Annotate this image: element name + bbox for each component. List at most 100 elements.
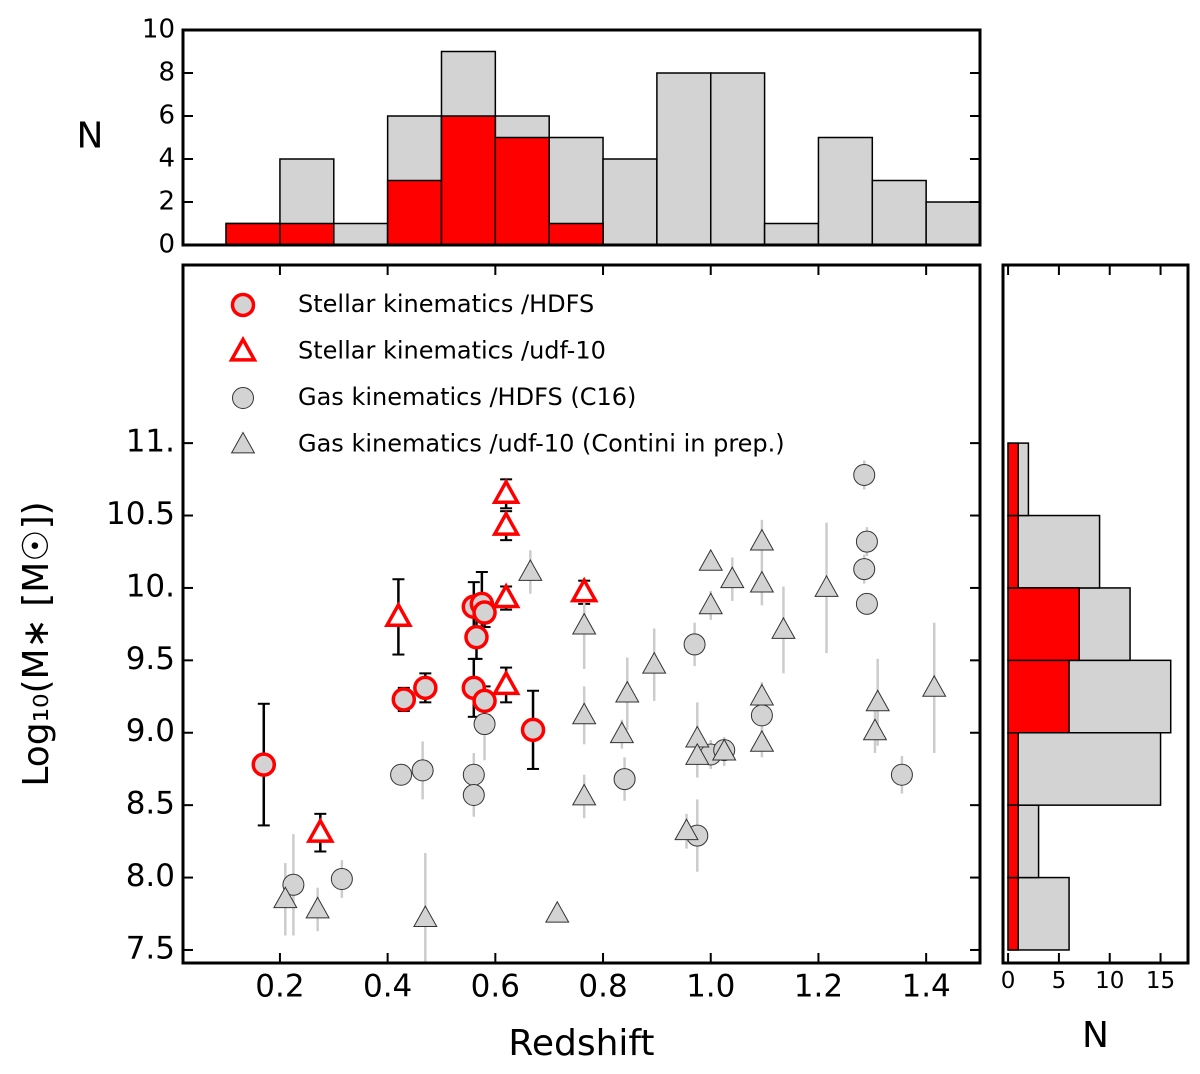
point xyxy=(865,689,890,712)
point xyxy=(853,463,876,486)
x-tick-label: 1.4 xyxy=(901,968,950,1004)
hist-bar xyxy=(548,222,604,245)
point xyxy=(853,558,876,581)
point xyxy=(391,687,417,712)
hist-bar xyxy=(386,179,443,245)
point xyxy=(282,873,305,896)
point xyxy=(520,717,546,743)
point xyxy=(771,616,796,639)
x-tick-label: 1.0 xyxy=(686,968,735,1004)
point xyxy=(571,612,597,635)
hist-bar xyxy=(225,222,281,245)
point xyxy=(814,574,839,597)
y-axis-label: Log₁₀(M∗ [M☉]) xyxy=(16,501,57,786)
point xyxy=(491,510,521,536)
point xyxy=(749,729,775,752)
x-axis-label: Redshift xyxy=(508,1023,654,1064)
hist-bar xyxy=(279,222,335,245)
legend-marker xyxy=(232,387,254,409)
hist-bar xyxy=(1007,659,1070,734)
y-tick-label: 7.5 xyxy=(126,930,175,966)
hist-bar xyxy=(1007,804,1019,879)
point xyxy=(855,530,878,553)
legend-label: Stellar kinematics /HDFS xyxy=(298,290,594,318)
point xyxy=(473,713,496,736)
point xyxy=(674,818,699,841)
point xyxy=(749,570,775,593)
point xyxy=(613,768,636,791)
legend-marker xyxy=(230,431,256,454)
hist-bar xyxy=(1007,587,1080,662)
x-tick-label: 0.8 xyxy=(578,968,627,1004)
plot-area xyxy=(251,460,947,963)
y-tick-label: 8.5 xyxy=(126,786,175,822)
y-tick-label: 11. xyxy=(126,424,175,460)
y-tick-label: 10. xyxy=(126,568,175,604)
y-tick-label: 10.5 xyxy=(106,496,175,532)
x-tick-label: 0.6 xyxy=(471,968,520,1004)
point xyxy=(720,566,745,589)
hist-bar xyxy=(1007,876,1019,951)
x-tick-label: 15 xyxy=(1146,968,1175,994)
x-tick-label: 10 xyxy=(1095,968,1124,994)
point xyxy=(464,624,489,650)
hist-bar xyxy=(1007,442,1019,517)
point xyxy=(750,704,773,727)
hist-bar xyxy=(602,158,658,245)
point xyxy=(862,718,888,741)
legend-label: Stellar kinematics /udf-10 xyxy=(298,337,606,365)
x-axis-label: N xyxy=(1082,1015,1109,1056)
point xyxy=(518,558,543,581)
x-tick-label: 0.2 xyxy=(255,968,304,1004)
point xyxy=(305,896,330,919)
x-tick-label: 0 xyxy=(1001,968,1016,994)
legend-label: Gas kinematics /HDFS (C16) xyxy=(298,383,636,411)
point xyxy=(491,669,521,696)
hist-bar xyxy=(1007,514,1101,589)
point xyxy=(413,675,438,701)
hist-bar xyxy=(871,179,927,245)
y-tick-label: 4 xyxy=(158,144,175,174)
point xyxy=(571,702,597,725)
point xyxy=(384,601,413,628)
axes-frame xyxy=(181,263,982,965)
point xyxy=(251,752,277,777)
point xyxy=(749,683,775,706)
point xyxy=(545,900,570,923)
point xyxy=(330,868,353,891)
point xyxy=(411,759,434,782)
point xyxy=(472,600,497,625)
x-tick-label: 1.2 xyxy=(794,968,843,1004)
hist-bar xyxy=(1007,514,1019,589)
point xyxy=(711,738,737,761)
y-tick-label: 9.5 xyxy=(126,641,175,677)
point xyxy=(749,528,775,551)
x-tick-label: 5 xyxy=(1052,968,1067,994)
plot-area xyxy=(1007,442,1172,951)
point xyxy=(921,674,947,697)
hist-bar xyxy=(817,136,874,245)
hist-bar xyxy=(763,222,820,245)
legend-marker xyxy=(230,292,256,318)
point xyxy=(698,548,723,571)
point xyxy=(462,763,485,786)
axes-frame xyxy=(181,28,982,247)
y-axis-label: N xyxy=(77,116,104,157)
point xyxy=(472,688,497,714)
point xyxy=(413,905,438,928)
y-tick-label: 10 xyxy=(142,15,175,45)
plot-area xyxy=(225,50,980,245)
y-tick-label: 8 xyxy=(158,58,175,88)
hist-bar xyxy=(440,115,497,245)
y-tick-label: 8.0 xyxy=(126,858,175,894)
y-tick-label: 9.0 xyxy=(126,713,175,749)
hist-bar xyxy=(656,72,712,245)
point xyxy=(855,592,878,615)
y-tick-label: 2 xyxy=(158,187,175,217)
point xyxy=(641,651,667,674)
legend-label: Gas kinematics /udf-10 (Contini in prep.… xyxy=(298,430,785,458)
point xyxy=(615,680,640,703)
hist-bar xyxy=(709,72,766,245)
legend-marker xyxy=(228,335,258,362)
